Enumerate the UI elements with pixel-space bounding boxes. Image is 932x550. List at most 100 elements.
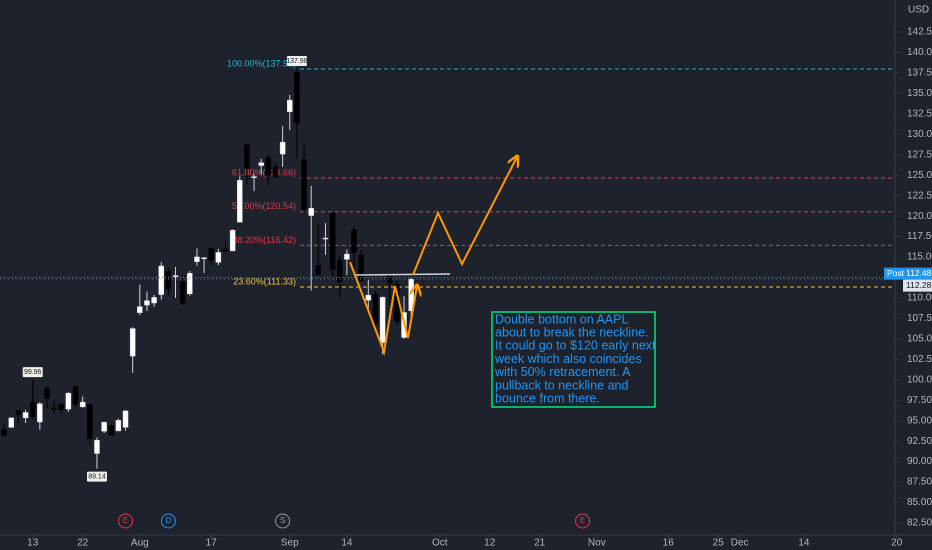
x-tick-label: Nov bbox=[588, 538, 606, 549]
candle-body bbox=[44, 387, 50, 399]
y-tick-label: 110.00 bbox=[907, 293, 932, 304]
y-tick-label: 97.50 bbox=[907, 395, 932, 406]
x-tick-label: 16 bbox=[663, 538, 675, 549]
fib-label: 38.20%(116.42) bbox=[233, 235, 296, 245]
y-tick-label: 137.50 bbox=[907, 68, 932, 79]
candle-body bbox=[208, 248, 214, 261]
candle-body bbox=[279, 141, 286, 155]
candle-body bbox=[8, 417, 15, 428]
event-marker bbox=[575, 513, 591, 529]
post-price-label: 112.48 bbox=[906, 268, 932, 278]
fib-label: 50.00%(120.54) bbox=[232, 201, 296, 211]
callout-label: 89.14 bbox=[88, 473, 106, 480]
candle-body bbox=[215, 252, 222, 263]
y-tick-label: 140.00 bbox=[907, 47, 932, 58]
candle-body bbox=[322, 237, 329, 240]
candle-body bbox=[337, 260, 343, 282]
candle-body bbox=[87, 404, 93, 439]
candle-body bbox=[244, 144, 250, 169]
y-tick-label: 107.50 bbox=[907, 313, 932, 324]
y-tick-label: 117.50 bbox=[907, 231, 932, 242]
x-tick-label: Aug bbox=[131, 538, 149, 549]
y-tick-label: 95.00 bbox=[907, 415, 932, 426]
bottom-arrows bbox=[349, 261, 417, 356]
last-price-label: 112.28 bbox=[906, 280, 932, 290]
candle-body bbox=[79, 401, 86, 408]
projection-arrow bbox=[412, 157, 517, 276]
x-tick-label: 20 bbox=[891, 538, 903, 549]
event-label: E bbox=[580, 516, 585, 525]
x-tick-label: 14 bbox=[341, 538, 353, 549]
candle-body bbox=[194, 256, 200, 262]
currency: USD bbox=[908, 5, 929, 16]
fib-label: 61.80%(124.66) bbox=[232, 167, 296, 177]
y-tick-label: 82.50 bbox=[907, 518, 932, 529]
candle-body bbox=[351, 229, 357, 253]
callout-box bbox=[86, 471, 107, 482]
candle-body bbox=[379, 297, 386, 343]
y-tick-label: 135.00 bbox=[907, 88, 932, 99]
y-tick-label: 132.50 bbox=[907, 108, 932, 119]
y-tick-label: 125.00 bbox=[907, 170, 932, 181]
candle-body bbox=[329, 212, 336, 270]
note-line: with 50% retracement. A bbox=[494, 365, 631, 379]
x-tick-label: 14 bbox=[798, 538, 810, 549]
x-tick-label: Sep bbox=[281, 538, 299, 549]
candle-body bbox=[344, 253, 350, 260]
candle-body bbox=[258, 162, 264, 166]
candle-body bbox=[65, 392, 72, 410]
candle-body bbox=[386, 275, 393, 284]
candle-body bbox=[301, 159, 307, 210]
candle-body bbox=[101, 421, 107, 432]
candle-group: 137.98 99.96 89.14 bbox=[1, 55, 414, 482]
note-line: pullback to neckline and bbox=[495, 378, 628, 392]
y-tick-label: 130.00 bbox=[907, 129, 932, 140]
candle-body bbox=[265, 157, 272, 176]
note-line: about to break the neckline. bbox=[495, 325, 649, 339]
note-line: Double bottom on AAPL bbox=[495, 312, 628, 326]
candle-body bbox=[151, 297, 157, 304]
neckline bbox=[354, 273, 451, 276]
candle-body bbox=[58, 404, 65, 411]
candle-body bbox=[122, 410, 129, 428]
x-tick-label: Oct bbox=[432, 538, 448, 549]
candle-body bbox=[229, 229, 236, 252]
y-tick-label: 100.00 bbox=[907, 374, 932, 385]
post-price-box bbox=[884, 267, 932, 280]
axes: 82.50 85.00 87.50 90.00 92.50 95.00 97.50 100.0… bbox=[0, 27, 932, 549]
x-tick-label: 17 bbox=[206, 538, 218, 549]
candle-body bbox=[272, 166, 279, 178]
y-tick-label: 142.50 bbox=[907, 27, 932, 38]
candle-body bbox=[187, 273, 193, 295]
callout-box bbox=[22, 367, 43, 378]
candle-body bbox=[115, 420, 122, 432]
candle-body bbox=[129, 328, 136, 357]
candle-body bbox=[237, 180, 243, 223]
candle-body bbox=[294, 71, 300, 124]
note-line: week which also coincides bbox=[494, 352, 642, 366]
x-tick-label: Dec bbox=[731, 538, 749, 549]
x-tick-label: 21 bbox=[534, 538, 546, 549]
y-tick-label: 87.50 bbox=[907, 477, 932, 488]
candle-body bbox=[72, 386, 79, 405]
x-tick-label: 13 bbox=[27, 538, 39, 549]
candle-body bbox=[172, 275, 179, 277]
fib-label: 23.60%(111.33) bbox=[233, 276, 296, 286]
candle-body bbox=[308, 208, 314, 216]
fib-label: 100.00%(137.98) bbox=[227, 58, 296, 68]
event-label: E bbox=[123, 516, 128, 525]
candle-body bbox=[287, 99, 293, 112]
candle-body bbox=[201, 257, 207, 260]
y-tick-label: 122.50 bbox=[907, 190, 932, 201]
y-tick-label: 85.00 bbox=[907, 497, 932, 508]
post-tag: Post bbox=[887, 268, 905, 278]
candle-body bbox=[158, 265, 164, 295]
candle-body bbox=[137, 306, 143, 313]
candle-body bbox=[29, 401, 36, 418]
callout-label: 99.96 bbox=[24, 369, 42, 376]
y-tick-label: 127.50 bbox=[907, 149, 932, 160]
